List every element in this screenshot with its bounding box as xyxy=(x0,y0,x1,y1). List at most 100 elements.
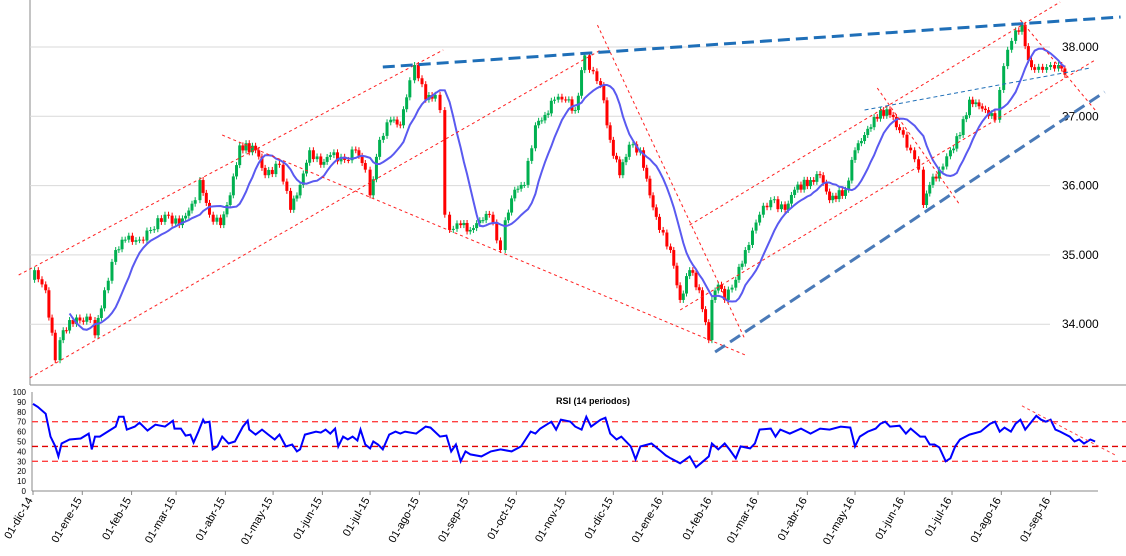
candle-up xyxy=(455,223,459,229)
candle-up xyxy=(149,229,153,231)
candle-down xyxy=(977,102,981,107)
candle-up xyxy=(556,96,560,100)
candle-up xyxy=(772,199,776,201)
candle-down xyxy=(254,145,258,151)
candle-down xyxy=(44,284,48,291)
candle-up xyxy=(526,160,530,185)
candle-up xyxy=(1002,66,1006,90)
candle-down xyxy=(971,99,975,105)
candle-up xyxy=(74,317,78,324)
candle-up xyxy=(163,214,167,222)
rsi-y-tick-label: 70 xyxy=(17,418,26,427)
trendline-blue-thin xyxy=(864,67,1091,111)
candle-up xyxy=(120,239,124,250)
candle-down xyxy=(1030,60,1034,68)
candle-down xyxy=(635,144,639,153)
candle-down xyxy=(465,222,469,232)
candle-down xyxy=(894,117,898,128)
candle-up xyxy=(389,119,393,123)
candle-down xyxy=(891,114,895,118)
trendline-red-dotted xyxy=(222,134,746,356)
date-x-axis: 01-dic-14 01-ene-15 01-feb-15 01-mar-15 01-a… xyxy=(2,491,1053,547)
candle-up xyxy=(471,228,475,230)
candle-up xyxy=(621,162,625,176)
rsi-line-group xyxy=(32,403,1117,469)
candle-up xyxy=(688,270,692,277)
candle-down xyxy=(707,322,711,341)
candle-down xyxy=(783,204,787,210)
candle-up xyxy=(481,220,485,222)
candle-down xyxy=(1017,30,1021,32)
candle-up xyxy=(516,188,520,190)
candle-up xyxy=(681,293,685,300)
candle-down xyxy=(81,320,85,322)
x-tick-label: 01-may-15 xyxy=(239,496,276,548)
candle-up xyxy=(1020,24,1024,32)
trendline-steel-dashed xyxy=(714,90,1106,354)
candle-up xyxy=(374,156,378,180)
candle-up xyxy=(937,169,941,179)
candle-down xyxy=(934,176,938,179)
candle-down xyxy=(207,202,211,215)
candle-down xyxy=(888,109,892,115)
candle-down xyxy=(281,164,285,182)
candle-up xyxy=(928,184,932,194)
candle-up xyxy=(925,193,929,206)
candle-down xyxy=(765,205,769,208)
candle-down xyxy=(648,178,652,196)
candle-down xyxy=(1026,46,1030,61)
candle-up xyxy=(238,145,242,166)
rsi-y-tick-label: 80 xyxy=(17,408,26,417)
candle-down xyxy=(93,320,97,336)
candle-up xyxy=(537,120,541,126)
trendlines xyxy=(18,1,1121,379)
candle-up xyxy=(156,218,160,230)
candle-down xyxy=(704,309,708,323)
candle-up xyxy=(955,136,959,149)
candle-down xyxy=(723,288,727,300)
candle-up xyxy=(174,218,178,224)
candle-up xyxy=(866,128,870,136)
candle-up xyxy=(381,135,385,140)
candle-down xyxy=(167,214,171,216)
x-tick-label: 01-ago-15 xyxy=(386,496,421,545)
candle-up xyxy=(513,189,517,199)
candle-up xyxy=(328,155,332,157)
candle-down xyxy=(678,285,682,300)
candle-up xyxy=(250,145,254,153)
candle-down xyxy=(346,159,350,161)
candle-down xyxy=(905,134,909,148)
candle-up xyxy=(726,289,730,300)
candle-down xyxy=(141,239,145,241)
x-tick-label: 01-sep-15 xyxy=(436,496,471,545)
candle-down xyxy=(645,167,649,179)
candle-up xyxy=(931,176,935,185)
candle-down xyxy=(1053,65,1057,69)
candle-up xyxy=(533,125,537,149)
rsi-y-tick-label: 10 xyxy=(17,477,26,486)
candle-down xyxy=(398,124,402,126)
candle-down xyxy=(818,174,822,176)
candle-up xyxy=(413,65,417,81)
candle-down xyxy=(805,179,809,187)
candle-down xyxy=(657,216,661,230)
trendline-red-dotted xyxy=(596,24,746,341)
candle-up xyxy=(61,330,65,341)
candle-up xyxy=(304,162,308,174)
candle-up xyxy=(843,189,847,196)
x-tick-label: 01-dic-14 xyxy=(2,496,35,542)
candle-up xyxy=(475,223,479,229)
candle-down xyxy=(64,330,68,332)
candle-up xyxy=(747,244,751,251)
candle-down xyxy=(47,290,51,318)
candle-down xyxy=(675,265,679,286)
candle-down xyxy=(909,147,913,151)
candle-down xyxy=(357,150,361,156)
candle-down xyxy=(36,270,40,280)
candle-up xyxy=(761,205,765,215)
candle-up xyxy=(961,119,965,136)
candle-up xyxy=(530,148,534,161)
rsi-y-tick-label: 100 xyxy=(13,388,27,397)
candle-up xyxy=(941,166,945,170)
